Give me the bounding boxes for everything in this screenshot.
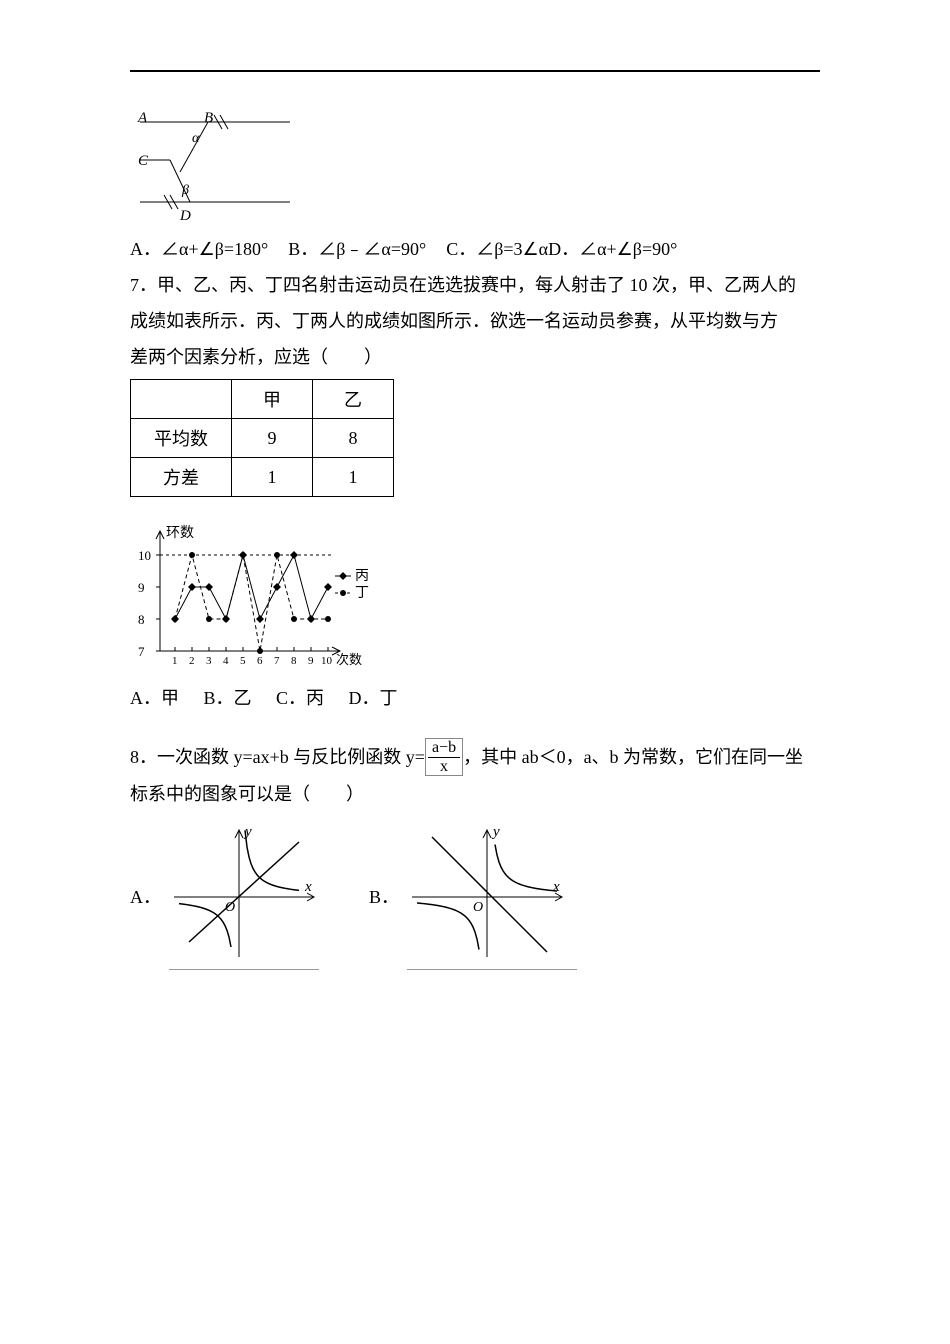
svg-text:y: y bbox=[491, 824, 500, 840]
q7-options: A．甲 B．乙 C．丙 D．丁 bbox=[130, 680, 820, 716]
line-chart: 环数7891012345678910次数丙丁 bbox=[130, 521, 385, 671]
svg-text:O: O bbox=[473, 900, 483, 915]
svg-text:8: 8 bbox=[138, 612, 145, 627]
svg-text:10: 10 bbox=[321, 655, 333, 667]
row-mean-yi: 8 bbox=[313, 419, 394, 458]
table-row: 方差 1 1 bbox=[131, 458, 394, 497]
frac-den: x bbox=[428, 758, 460, 776]
svg-text:丁: 丁 bbox=[355, 586, 369, 601]
coord-graph-a: yxO bbox=[169, 822, 319, 962]
frac-num: a−b bbox=[428, 739, 460, 758]
row-mean-label: 平均数 bbox=[131, 419, 232, 458]
th-jia: 甲 bbox=[232, 380, 313, 419]
svg-text:x: x bbox=[304, 879, 312, 895]
q6-opt-d: D．∠α+∠β=90° bbox=[548, 231, 677, 267]
q7-opt-c: C．丙 bbox=[276, 688, 324, 708]
top-rule bbox=[130, 70, 820, 72]
q7-opt-b: B．乙 bbox=[204, 688, 252, 708]
q8-graph-a-box: yxO bbox=[169, 822, 319, 970]
q8-option-b: B． y x O bbox=[369, 822, 577, 970]
q7-stem-line3: 差两个因素分析，应选（ ） bbox=[130, 339, 820, 375]
q7-table: 甲 乙 平均数 9 8 方差 1 1 bbox=[130, 379, 394, 497]
svg-text:8: 8 bbox=[291, 655, 297, 667]
svg-text:5: 5 bbox=[240, 655, 246, 667]
svg-text:C: C bbox=[138, 153, 149, 169]
row-mean-jia: 9 bbox=[232, 419, 313, 458]
q6-options: A．∠α+∠β=180° B．∠β﹣∠α=90° C．∠β=3∠α D．∠α+∠… bbox=[130, 231, 820, 267]
svg-text:D: D bbox=[179, 208, 191, 222]
q7-opt-a: A．甲 bbox=[130, 688, 179, 708]
q6-opt-b: B．∠β﹣∠α=90° bbox=[288, 231, 426, 267]
q8-graph-b-box: y x O bbox=[407, 822, 577, 970]
svg-text:环数: 环数 bbox=[166, 525, 194, 541]
svg-text:10: 10 bbox=[138, 548, 151, 563]
svg-text:1: 1 bbox=[172, 655, 178, 667]
svg-text:α: α bbox=[192, 131, 200, 146]
svg-text:3: 3 bbox=[206, 655, 212, 667]
q7-stem-line1: 7．甲、乙、丙、丁四名射击运动员在选选拔赛中，每人射击了 10 次，甲、乙两人的 bbox=[130, 267, 820, 303]
q7-opt-d: D．丁 bbox=[349, 688, 398, 708]
table-row: 平均数 9 8 bbox=[131, 419, 394, 458]
svg-text:x: x bbox=[552, 879, 560, 895]
svg-text:2: 2 bbox=[189, 655, 195, 667]
q6-opt-a: A．∠α+∠β=180° bbox=[130, 231, 268, 267]
svg-text:B: B bbox=[204, 112, 213, 126]
svg-text:β: β bbox=[181, 183, 189, 198]
q8-stem-line2: 标系中的图象可以是（ ） bbox=[130, 776, 820, 812]
row-var-yi: 1 bbox=[313, 458, 394, 497]
q6-opt-c: C．∠β=3∠α bbox=[446, 231, 548, 267]
svg-text:4: 4 bbox=[223, 655, 229, 667]
q7-chart: 环数7891012345678910次数丙丁 bbox=[130, 521, 820, 676]
svg-text:丙: 丙 bbox=[355, 569, 369, 584]
coord-graph-b: y x O bbox=[407, 822, 577, 962]
svg-text:7: 7 bbox=[274, 655, 280, 667]
svg-text:7: 7 bbox=[138, 644, 145, 659]
q7-stem-line2: 成绩如表所示．丙、丁两人的成绩如图所示．欲选一名运动员参赛，从平均数与方 bbox=[130, 303, 820, 339]
row-var-jia: 1 bbox=[232, 458, 313, 497]
angles-diagram: A Bα CβD bbox=[130, 112, 300, 222]
q8-graph-options: A． y x O B． y x O bbox=[130, 822, 820, 970]
q8-opt-b-label: B． bbox=[369, 883, 399, 909]
th-blank bbox=[131, 380, 232, 419]
svg-text:9: 9 bbox=[138, 580, 145, 595]
svg-text:y: y bbox=[243, 824, 252, 840]
row-var-label: 方差 bbox=[131, 458, 232, 497]
q8-fraction: a−b x bbox=[425, 738, 463, 776]
svg-text:A: A bbox=[137, 112, 148, 126]
svg-text:次数: 次数 bbox=[336, 652, 362, 667]
q7-stem: 7．甲、乙、丙、丁四名射击运动员在选选拔赛中，每人射击了 10 次，甲、乙两人的… bbox=[130, 267, 820, 375]
q8-stem-prefix: 8．一次函数 y=ax+b 与反比例函数 y= bbox=[130, 739, 425, 775]
q8-stem-suffix: ，其中 ab＜0，a、b 为常数，它们在同一坐 bbox=[463, 739, 803, 775]
table-row: 甲 乙 bbox=[131, 380, 394, 419]
q8-option-a: A． yxO bbox=[130, 822, 319, 970]
q8-opt-a-label: A． bbox=[130, 883, 161, 909]
q6-figure: A Bα CβD bbox=[130, 112, 820, 227]
th-yi: 乙 bbox=[313, 380, 394, 419]
svg-text:6: 6 bbox=[257, 655, 263, 667]
q8-stem-line1: 8．一次函数 y=ax+b 与反比例函数 y= a−b x ，其中 ab＜0，a… bbox=[130, 738, 820, 776]
svg-text:9: 9 bbox=[308, 655, 314, 667]
